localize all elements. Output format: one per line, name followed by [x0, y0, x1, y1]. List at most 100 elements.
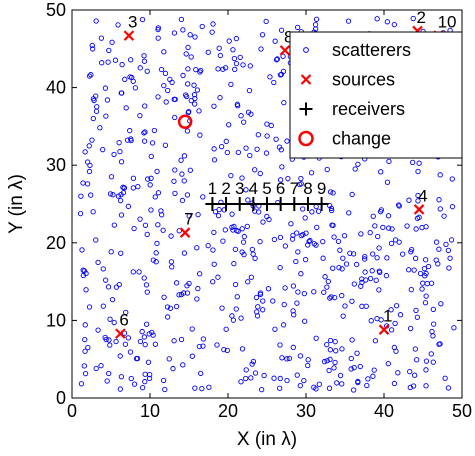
scatterer-point	[300, 206, 306, 212]
legend-scatterer-icon	[303, 47, 309, 53]
scatterer-point	[281, 301, 287, 308]
scatterer-point	[130, 175, 137, 181]
scatterer-point	[297, 382, 303, 389]
scatterer-point	[358, 231, 364, 237]
scatterer-point	[82, 348, 88, 354]
scatterer-point	[154, 240, 160, 247]
receiver-marker	[300, 197, 315, 211]
scatterer-point	[141, 53, 147, 59]
scatterer-point	[388, 240, 395, 247]
scatterer-point	[415, 198, 421, 204]
scatterer-point	[142, 103, 148, 109]
scatterer-point	[187, 167, 193, 173]
source-label: 2	[417, 8, 426, 27]
scatterer-point	[118, 250, 124, 256]
scatterer-point	[419, 286, 425, 292]
scatterer-point	[313, 16, 320, 22]
scatterer-point	[82, 322, 88, 328]
scatterer-point	[392, 320, 398, 327]
scatterer-point	[222, 227, 228, 233]
scatterer-point	[186, 280, 192, 287]
scatterer-point	[155, 94, 161, 100]
scatterer-point	[295, 249, 301, 255]
scatterer-point	[173, 280, 180, 286]
scatterer-point	[106, 337, 112, 343]
scatterer-point	[198, 370, 204, 376]
scatterer-point	[111, 222, 117, 228]
scatterer-point	[326, 385, 333, 391]
scatterer-point	[83, 270, 89, 277]
scatterer-point	[280, 53, 286, 59]
scatterer-point	[243, 367, 249, 373]
scatterer-point	[307, 237, 313, 244]
scatterer-point	[259, 386, 265, 393]
scatterer-point	[253, 294, 260, 301]
scatterer-point	[406, 267, 412, 273]
scatterer-point	[247, 152, 253, 159]
scatterer-point	[81, 363, 87, 369]
scatterer-point	[178, 16, 185, 23]
scatterer-point	[343, 261, 350, 267]
scatterer-point	[178, 336, 185, 343]
scatterer-point	[112, 57, 119, 63]
scatterer-point	[290, 283, 297, 289]
scatterer-point	[210, 247, 216, 253]
scatterer-point	[423, 358, 430, 364]
scatterer-point	[99, 60, 105, 66]
receiver-marker	[314, 197, 329, 211]
scatterer-point	[181, 250, 188, 256]
scatterer-point	[176, 228, 182, 234]
scatterer-point	[348, 366, 354, 372]
scatterer-point	[337, 247, 343, 253]
scatterer-point	[150, 257, 156, 263]
scatterer-point	[166, 356, 172, 362]
scatterer-point	[106, 370, 112, 377]
scatterer-point	[443, 241, 449, 248]
scatterer-point	[260, 219, 266, 225]
scatterer-point	[389, 226, 395, 232]
scatterer-point	[396, 239, 402, 245]
receiver-label: 2	[221, 179, 230, 198]
scatterer-point	[86, 304, 93, 310]
scatterer-point	[111, 151, 117, 158]
scatterer-point	[384, 19, 390, 25]
scatterer-point	[295, 289, 301, 295]
scatterer-point	[451, 325, 457, 331]
scatterer-point	[199, 385, 205, 392]
scatterer-point	[113, 284, 120, 290]
scatterer-point	[339, 292, 345, 299]
y-tick-label: 10	[46, 310, 66, 330]
scatterer-point	[412, 255, 419, 261]
scatterer-point	[132, 85, 139, 91]
scatterer-point	[331, 365, 337, 371]
scatterer-point	[298, 232, 304, 239]
scatterer-point	[153, 250, 159, 256]
scatterer-point	[295, 24, 301, 31]
scatterer-point	[123, 309, 129, 316]
scatterer-point	[446, 265, 452, 271]
scatterer-point	[200, 336, 207, 342]
scatterer-point	[128, 375, 134, 382]
scatterer-point	[193, 66, 199, 73]
scatterer-point	[82, 371, 89, 377]
scatterer-point	[195, 211, 201, 218]
scatterer-point	[266, 216, 272, 223]
scatterer-point	[160, 227, 166, 233]
scatterer-point	[245, 109, 252, 115]
scatterer-point	[129, 74, 135, 81]
scatterer-point	[136, 269, 142, 275]
source-label: 1	[383, 307, 392, 326]
scatterer-point	[350, 387, 357, 393]
scatterer-point	[86, 143, 92, 149]
scatterer-point	[93, 18, 99, 24]
scatterer-point	[215, 66, 221, 72]
scatterer-point	[367, 229, 373, 236]
scatterer-point	[191, 92, 198, 98]
scatterer-point	[305, 362, 311, 369]
scatterer-point	[102, 85, 109, 91]
scatterer-point	[244, 223, 250, 230]
legend-items: scatterers sources receivers change	[298, 40, 411, 149]
scatterer-point	[308, 170, 315, 176]
scatterer-point	[181, 153, 188, 159]
scatterer-point	[395, 202, 402, 208]
